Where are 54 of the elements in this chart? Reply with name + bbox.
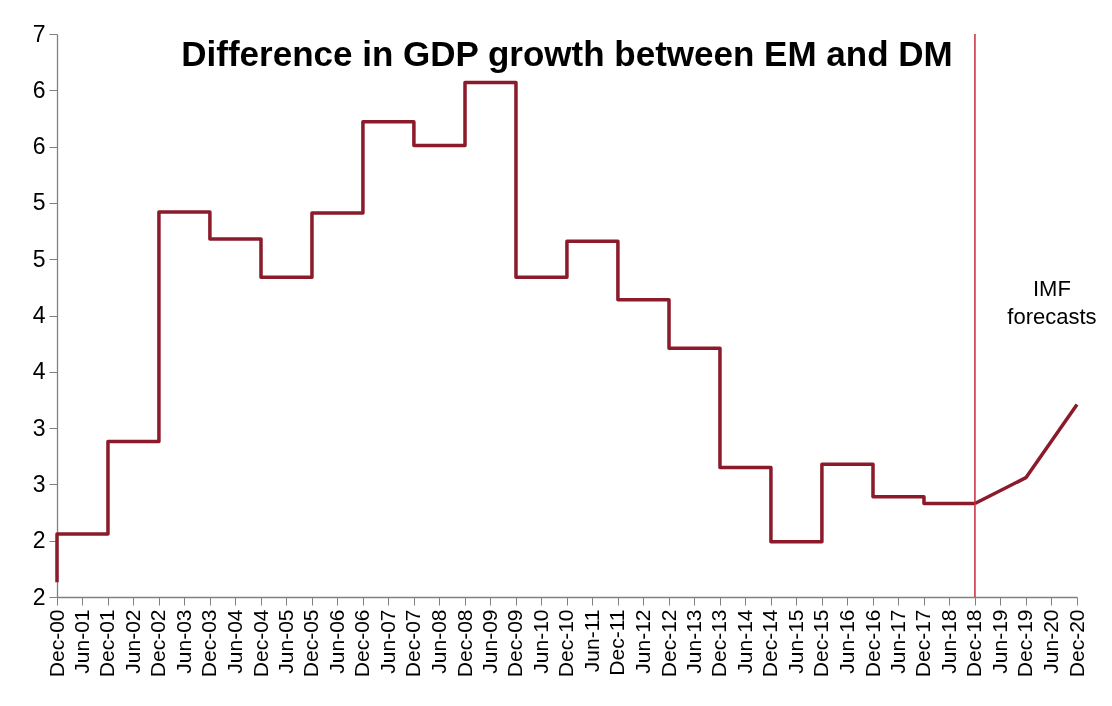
x-tick-label: Jun-13 bbox=[681, 609, 705, 674]
x-tick-label: Dec-00 bbox=[44, 609, 68, 678]
x-tick-label: Dec-08 bbox=[452, 609, 476, 678]
y-tick-label: 6 bbox=[32, 133, 46, 160]
y-tick-label: 4 bbox=[32, 302, 46, 328]
x-tick-label: Jun-07 bbox=[375, 609, 399, 674]
x-tick-label: Jun-12 bbox=[630, 609, 654, 674]
x-tick-label: Jun-06 bbox=[324, 609, 348, 674]
x-tick-label: Dec-09 bbox=[503, 609, 527, 678]
x-tick-label: Dec-13 bbox=[707, 609, 731, 678]
x-tick-label: Dec-19 bbox=[1013, 609, 1037, 678]
x-tick-label: Jun-03 bbox=[171, 609, 195, 674]
y-tick-label: 2 bbox=[32, 583, 46, 610]
y-tick-label: 3 bbox=[32, 414, 46, 441]
x-tick-label: Jun-14 bbox=[732, 609, 756, 674]
x-tick-label: Jun-01 bbox=[69, 609, 93, 674]
ref-line-label: IMF forecasts bbox=[1007, 276, 1097, 329]
y-tick-label: 5 bbox=[32, 245, 46, 272]
y-tick-label: 2 bbox=[32, 527, 46, 554]
y-tick-label: 4 bbox=[32, 358, 46, 385]
x-tick-label: Jun-20 bbox=[1038, 609, 1062, 674]
x-tick-label: Dec-06 bbox=[350, 609, 374, 678]
x-tick-label: Jun-04 bbox=[222, 609, 246, 674]
x-tick-label: Jun-08 bbox=[426, 609, 450, 674]
x-tick-label: Jun-19 bbox=[987, 609, 1011, 674]
x-tick-label: Jun-17 bbox=[885, 609, 909, 674]
chart-title: Difference in GDP growth between EM and DM bbox=[181, 34, 953, 73]
x-tick-label: Jun-10 bbox=[528, 609, 552, 674]
x-tick-label: Dec-17 bbox=[911, 609, 935, 678]
x-tick-label: Jun-16 bbox=[834, 609, 858, 674]
y-tick-label: 7 bbox=[32, 20, 46, 47]
x-tick-label: Jun-02 bbox=[120, 609, 144, 674]
x-tick-label: Dec-05 bbox=[299, 609, 323, 678]
x-tick-label: Jun-15 bbox=[783, 609, 807, 674]
x-tick-label: Dec-04 bbox=[248, 609, 272, 678]
x-tick-label: Dec-03 bbox=[197, 609, 221, 678]
x-tick-label: Dec-18 bbox=[962, 609, 986, 678]
x-tick-label: Dec-10 bbox=[554, 609, 578, 678]
x-tick-label: Dec-01 bbox=[95, 609, 119, 678]
x-tick-label: Dec-20 bbox=[1064, 609, 1088, 678]
y-tick-label: 5 bbox=[32, 189, 46, 216]
x-tick-label: Dec-12 bbox=[656, 609, 680, 678]
x-tick-label: Dec-07 bbox=[401, 609, 425, 678]
x-tick-label: Dec-15 bbox=[809, 609, 833, 678]
x-tick-label: Jun-18 bbox=[936, 609, 960, 674]
x-tick-label: Jun-09 bbox=[477, 609, 501, 674]
x-tick-label: Dec-16 bbox=[860, 609, 884, 678]
x-tick-label: Jun-11 bbox=[579, 609, 603, 673]
y-tick-label: 6 bbox=[32, 76, 46, 103]
x-tick-label: Jun-05 bbox=[273, 609, 297, 674]
x-tick-label: Dec-02 bbox=[146, 609, 170, 678]
x-tick-label: Dec-11 bbox=[605, 609, 629, 676]
x-tick-label: Dec-14 bbox=[758, 609, 782, 678]
y-tick-label: 3 bbox=[32, 470, 46, 497]
